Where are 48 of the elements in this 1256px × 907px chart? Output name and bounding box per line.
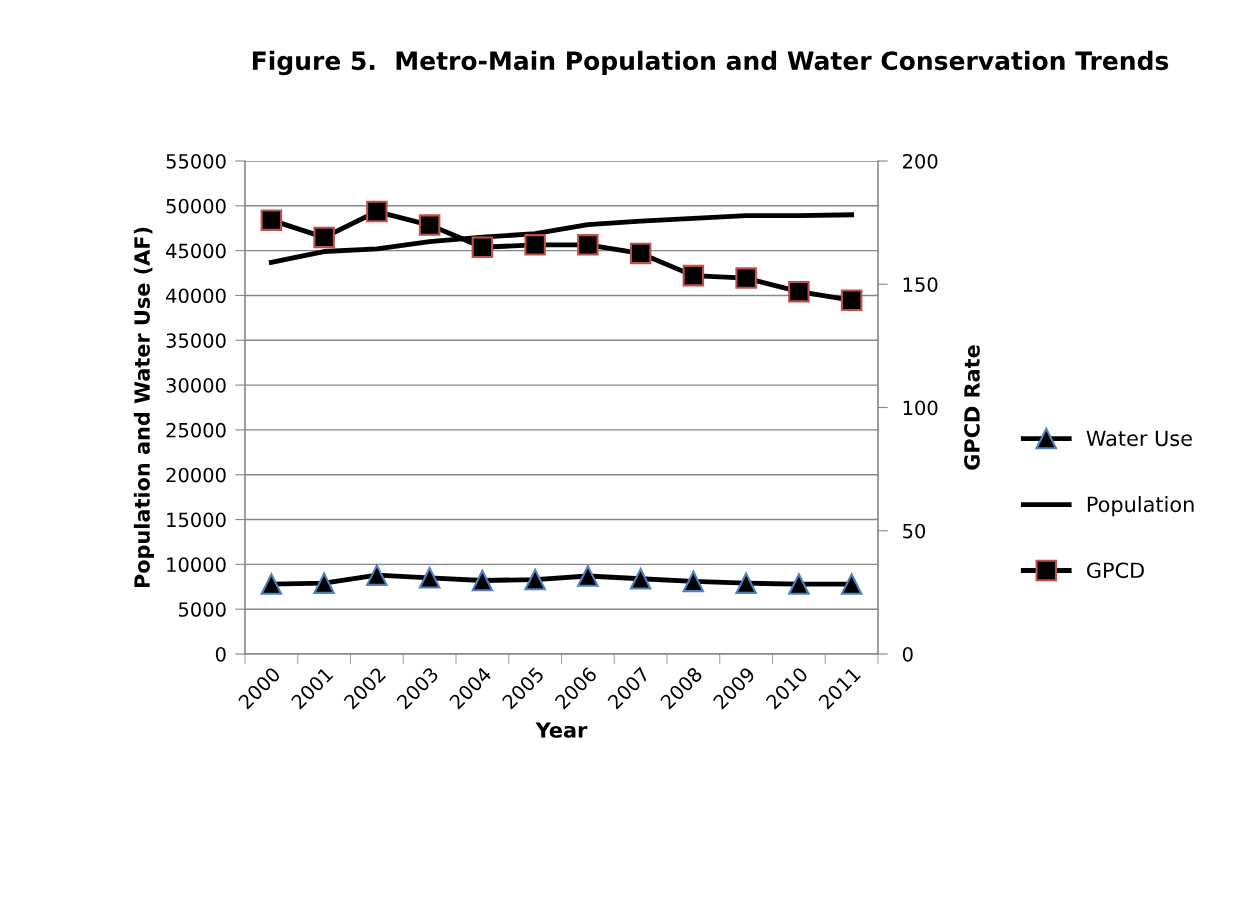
legend-label: Water Use xyxy=(1086,430,1192,447)
y-tick-label: 5000 xyxy=(178,602,226,617)
y2-tick-label: 100 xyxy=(903,400,938,416)
legend-label: GPCD xyxy=(1087,562,1144,579)
x-axis-title: Year xyxy=(535,722,588,738)
y-tick-label: 50000 xyxy=(166,198,226,214)
chart-title: Figure 5. Metro-Main Population and Water Conservation Trends xyxy=(252,50,1169,76)
point xyxy=(577,565,599,587)
y-tick-label: 45000 xyxy=(166,243,226,259)
point xyxy=(629,567,652,590)
y-tick-label: 25000 xyxy=(166,422,226,438)
point xyxy=(471,569,494,592)
point xyxy=(629,242,652,265)
legend-label: Population xyxy=(1087,496,1194,517)
y-tick-label: 0 xyxy=(215,646,226,662)
point xyxy=(313,226,335,249)
point xyxy=(313,572,335,594)
y-tick-label: 15000 xyxy=(167,512,226,528)
point xyxy=(260,573,283,595)
y-tick-label: 35000 xyxy=(166,333,226,348)
y-tick-label: 55000 xyxy=(166,153,226,169)
y2-tick-label: 150 xyxy=(903,277,938,292)
y2-tick-label: 50 xyxy=(903,523,926,539)
y2-tick-label: 0 xyxy=(902,646,913,662)
point xyxy=(682,570,705,593)
point xyxy=(788,573,810,595)
point xyxy=(840,573,863,595)
point xyxy=(471,236,494,259)
point xyxy=(418,567,441,589)
y2-axis-title: GPCD Rate xyxy=(964,345,980,470)
y-axis-title: Population and Water Use (AF) xyxy=(133,227,154,588)
point xyxy=(524,234,546,256)
point xyxy=(418,214,441,236)
y-tick-label: 30000 xyxy=(166,378,226,393)
point xyxy=(366,564,388,586)
point xyxy=(788,280,810,303)
y-tick-label: 10000 xyxy=(167,557,226,573)
y-tick-label: 40000 xyxy=(166,288,226,304)
y2-tick-label: 200 xyxy=(903,153,938,169)
point xyxy=(366,200,388,223)
point xyxy=(840,289,863,312)
point xyxy=(735,267,757,289)
point xyxy=(735,572,757,594)
point xyxy=(524,568,546,591)
y-tick-label: 20000 xyxy=(166,467,226,483)
point xyxy=(260,209,283,231)
point xyxy=(577,234,599,256)
point xyxy=(682,264,705,287)
